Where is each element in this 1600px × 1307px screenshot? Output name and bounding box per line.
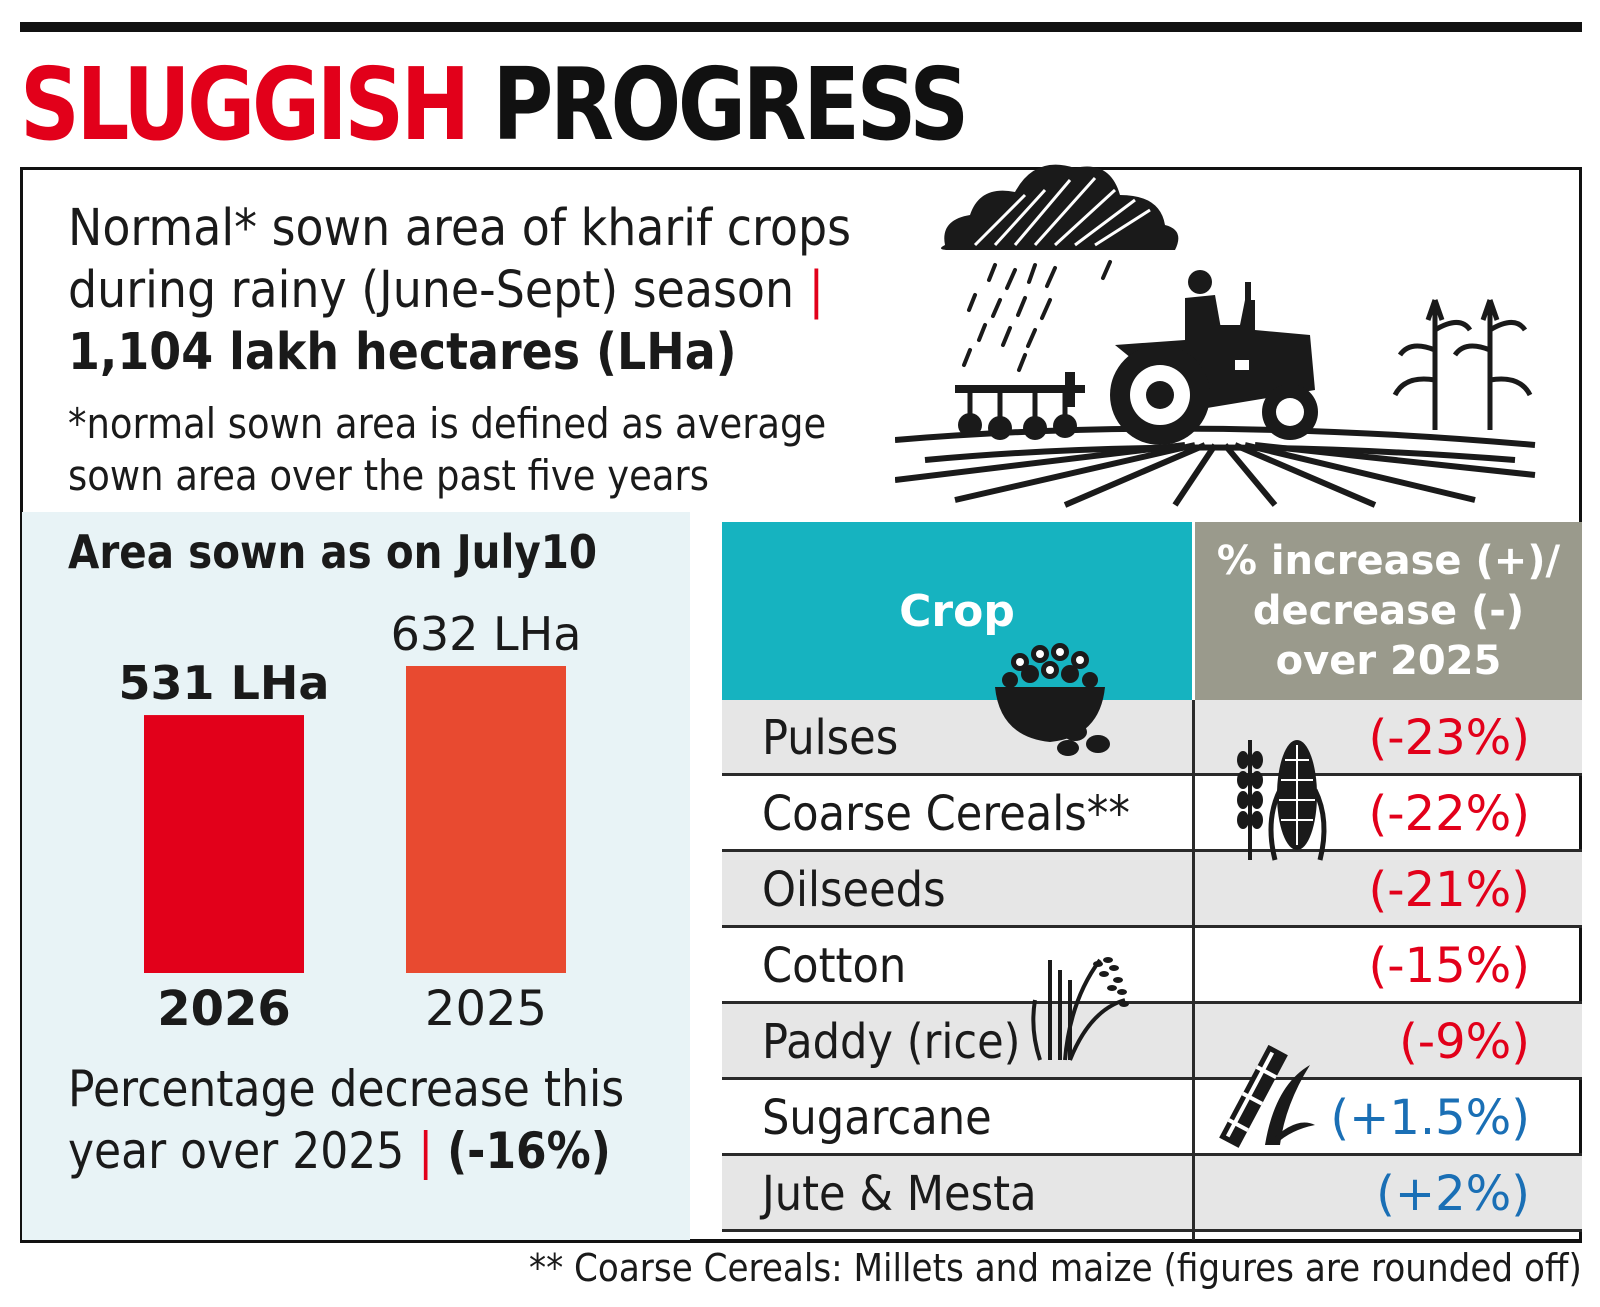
crop-name: Pulses bbox=[762, 710, 899, 766]
summary-line2: year over 2025 bbox=[68, 1122, 405, 1180]
table-row: Cotton (-15%) bbox=[722, 928, 1582, 1004]
change-value: (-15%) bbox=[1368, 938, 1530, 994]
intro-line2: during rainy (June-Sept) season bbox=[68, 261, 795, 320]
table-row: Sugarcane (+1.5%) bbox=[722, 1080, 1582, 1156]
change-value: (+2%) bbox=[1376, 1166, 1530, 1222]
crop-name: Cotton bbox=[762, 938, 907, 994]
corn-and-millet-icon bbox=[1237, 740, 1327, 861]
change-value: (+1.5%) bbox=[1330, 1090, 1530, 1146]
table-row: Jute & Mesta (+2%) bbox=[722, 1156, 1582, 1232]
crop-name: Paddy (rice) bbox=[762, 1014, 1021, 1070]
crop-name: Oilseeds bbox=[762, 862, 946, 918]
summary-line2-wrap: year over 2025 | (-16%) bbox=[68, 1120, 624, 1182]
top-rule bbox=[20, 22, 1582, 32]
crop-name: Sugarcane bbox=[762, 1090, 992, 1146]
normal-area-value: 1,104 lakh hectares (LHa) bbox=[68, 323, 737, 382]
title-part2: PROGRESS bbox=[492, 46, 970, 163]
intro-text: Normal* sown area of kharif crops during… bbox=[68, 198, 852, 384]
table-row: Paddy (rice) (-9%) bbox=[722, 1004, 1582, 1080]
note-line1: *normal sown area is defined as average bbox=[68, 399, 827, 448]
summary-pipe: | bbox=[418, 1122, 434, 1180]
percentage-decrease-text: Percentage decrease this year over 2025 … bbox=[68, 1058, 624, 1182]
summary-value: (-16%) bbox=[447, 1122, 611, 1180]
maize-plant-icon bbox=[1392, 299, 1533, 430]
table-header-change: % increase (+)/ decrease (-) over 2025 bbox=[1195, 522, 1582, 700]
header-change-line3: over 2025 bbox=[1275, 638, 1502, 684]
header-change-line2: decrease (-) bbox=[1252, 588, 1525, 634]
bar-2026 bbox=[144, 715, 304, 973]
header-change-line1: % increase (+)/ bbox=[1216, 538, 1561, 584]
bar-value-label: 531 LHa bbox=[119, 656, 330, 710]
chart-title: Area sown as on July10 bbox=[68, 525, 598, 579]
column-separator bbox=[1192, 700, 1195, 1240]
change-value: (-23%) bbox=[1368, 710, 1530, 766]
rice-paddy-icon bbox=[1031, 957, 1129, 1061]
tractor-farmer-icon bbox=[955, 270, 1318, 445]
area-sown-panel bbox=[22, 512, 690, 1240]
change-value: (-22%) bbox=[1368, 786, 1530, 842]
title-part1: SLUGGISH bbox=[20, 46, 470, 163]
table-row: Pulses (-23%) bbox=[722, 700, 1582, 776]
bar-category-label: 2026 bbox=[157, 981, 291, 1037]
table-row: Coarse Cereals** (-22%) bbox=[722, 776, 1582, 852]
frame-top-rule bbox=[20, 167, 1582, 170]
crop-name: Jute & Mesta bbox=[762, 1166, 1037, 1222]
table-header-crop: Crop bbox=[722, 522, 1192, 700]
note-line2: sown area over the past five years bbox=[68, 451, 709, 500]
field-furrows bbox=[895, 425, 1536, 508]
intro-pipe: | bbox=[808, 261, 825, 320]
change-value: (-21%) bbox=[1368, 862, 1530, 918]
bowl-of-pulses-icon bbox=[995, 643, 1110, 756]
crop-name: Coarse Cereals** bbox=[762, 786, 1130, 842]
bar-value-label: 632 LHa bbox=[391, 607, 582, 661]
rain-cloud-icon bbox=[941, 164, 1179, 372]
summary-line1: Percentage decrease this bbox=[68, 1060, 625, 1118]
bar-2025 bbox=[406, 666, 566, 973]
change-value: (-9%) bbox=[1399, 1014, 1530, 1070]
farm-illustration bbox=[895, 164, 1536, 508]
table-row: Oilseeds (-21%) bbox=[722, 852, 1582, 928]
page-title: SLUGGISH PROGRESS bbox=[20, 50, 969, 160]
bar-category-label: 2025 bbox=[425, 981, 547, 1037]
footnote: ** Coarse Cereals: Millets and maize (fi… bbox=[529, 1246, 1582, 1290]
definition-note: *normal sown area is defined as average … bbox=[68, 398, 826, 502]
intro-line1: Normal* sown area of kharif crops bbox=[68, 199, 852, 258]
area-sown-bar-chart: 531 LHa 2026 632 LHa 2025 bbox=[119, 607, 582, 1037]
intro-line2-wrap: during rainy (June-Sept) season | bbox=[68, 260, 842, 322]
sugarcane-icon bbox=[1219, 1045, 1315, 1148]
